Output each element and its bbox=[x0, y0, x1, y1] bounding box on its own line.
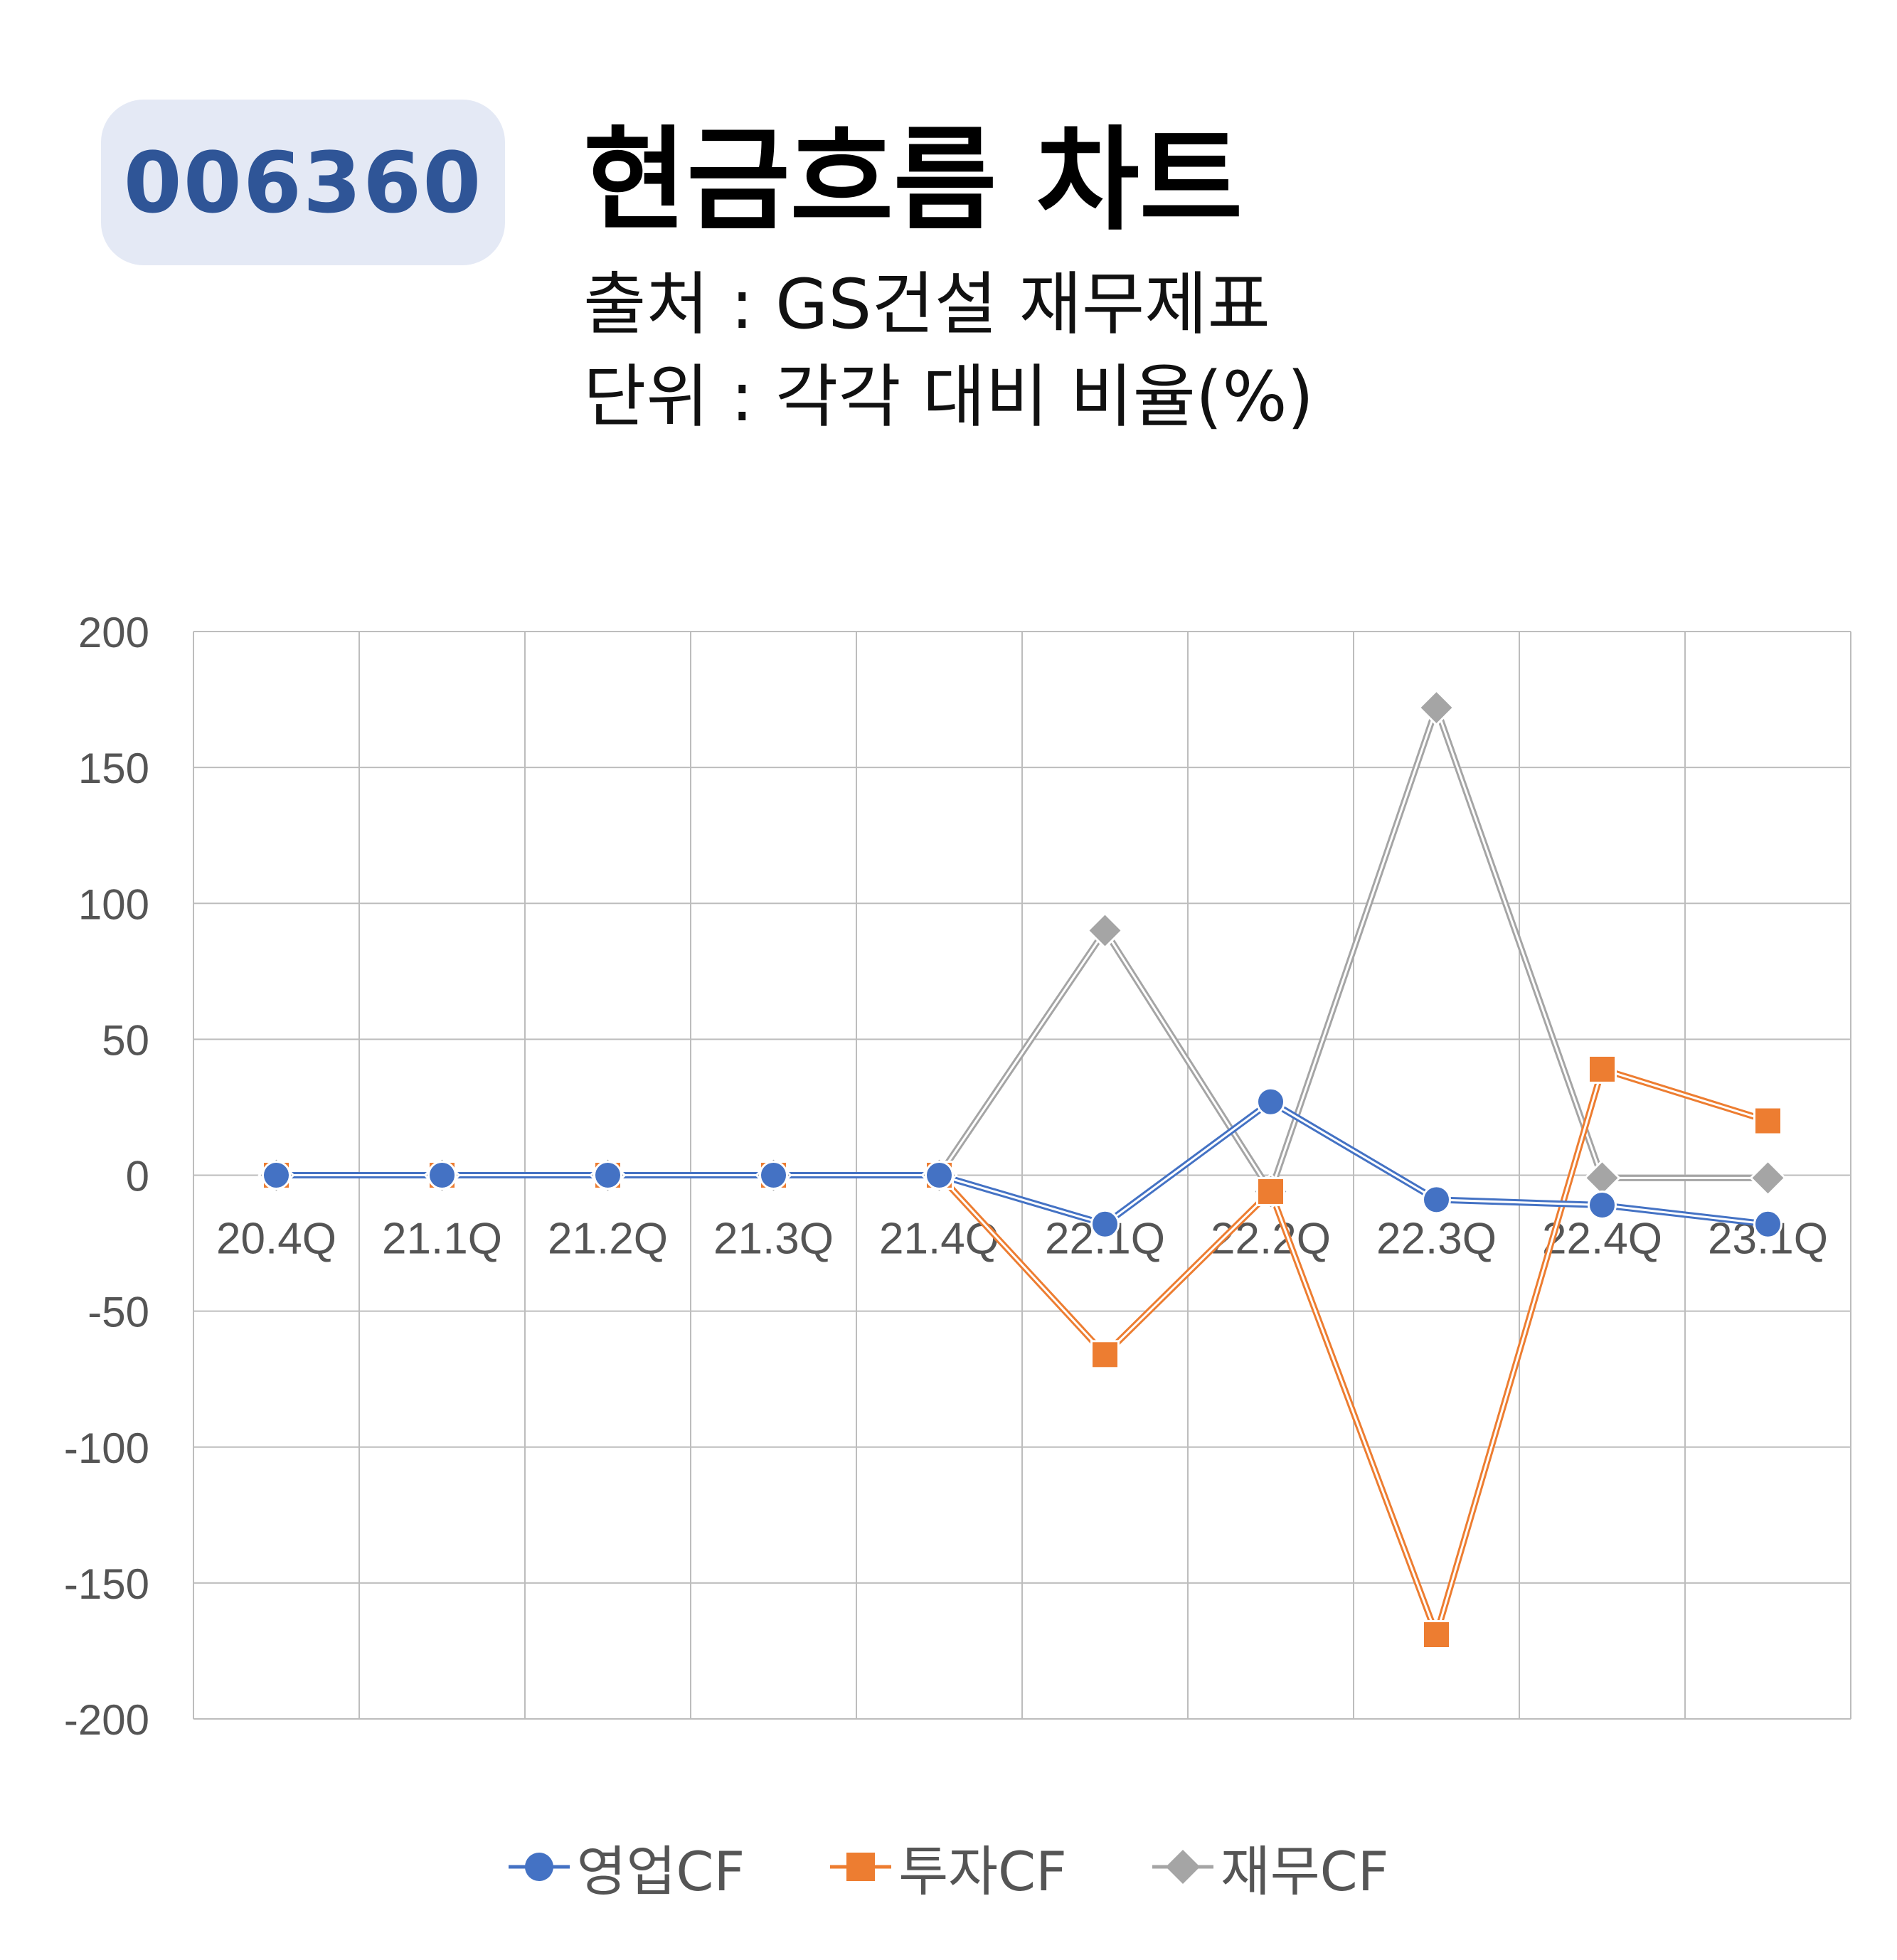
series bbox=[257, 688, 1787, 1650]
y-tick-label: 150 bbox=[78, 745, 149, 792]
x-axis-ticks: 20.4Q 21.1Q 21.2Q 21.3Q 21.4Q 22.1Q 22.2Q 22.3Q… bbox=[216, 1215, 1828, 1264]
unit-line: 단위 : 각각 대비 비율(%) bbox=[583, 357, 1314, 437]
data-point-square bbox=[1753, 1106, 1782, 1136]
series-line-highlight bbox=[276, 1100, 1768, 1225]
y-tick-label: 100 bbox=[78, 880, 149, 928]
x-tick-label: 20.4Q bbox=[216, 1215, 336, 1264]
legend-item: 영업CF bbox=[508, 1828, 745, 1906]
x-tick-label: 22.3Q bbox=[1376, 1215, 1497, 1264]
source-line: 출처 : GS건설 재무제표 bbox=[583, 265, 1270, 344]
data-point-square bbox=[1588, 1054, 1617, 1084]
data-point-diamond bbox=[1583, 1159, 1621, 1197]
y-tick-label: -200 bbox=[64, 1696, 149, 1744]
y-tick-label: -150 bbox=[64, 1560, 149, 1608]
data-point-circle bbox=[262, 1161, 291, 1190]
stock-code: 006360 bbox=[123, 133, 483, 232]
x-tick-label: 21.3Q bbox=[713, 1215, 834, 1264]
y-tick-label: -100 bbox=[64, 1424, 149, 1472]
data-point-square bbox=[1256, 1176, 1285, 1206]
legend-item: 투자CF bbox=[830, 1828, 1067, 1906]
data-point-diamond bbox=[1749, 1159, 1787, 1197]
data-point-circle bbox=[427, 1161, 457, 1190]
y-axis-ticks: 200 150 100 50 0 -50 -100 -150 -200 bbox=[64, 609, 149, 1744]
legend-label: 투자CF bbox=[898, 1840, 1067, 1903]
data-point-circle bbox=[759, 1161, 788, 1190]
stock-code-badge: 006360 bbox=[101, 100, 505, 265]
x-tick-label: 22.4Q bbox=[1542, 1215, 1662, 1264]
y-tick-label: 50 bbox=[102, 1016, 149, 1064]
legend-label: 영업CF bbox=[576, 1840, 745, 1903]
x-tick-label: 21.2Q bbox=[548, 1215, 668, 1264]
data-point-circle bbox=[593, 1161, 622, 1190]
data-point-circle bbox=[925, 1161, 954, 1190]
square-legend-icon bbox=[830, 1853, 892, 1881]
data-point-circle bbox=[1588, 1191, 1617, 1220]
y-tick-label: 0 bbox=[126, 1153, 149, 1200]
legend: 영업CF 투자CF 재무CF bbox=[0, 1828, 1897, 1906]
cashflow-line-chart: 200 150 100 50 0 -50 -100 -150 -200 20.4Q 21.1Q 21… bbox=[64, 609, 1851, 1744]
data-point-circle bbox=[1422, 1185, 1451, 1215]
legend-label: 재무CF bbox=[1220, 1840, 1389, 1903]
data-point-square bbox=[1422, 1620, 1451, 1650]
circle-legend-icon bbox=[508, 1853, 570, 1881]
y-tick-label: 200 bbox=[78, 609, 149, 656]
data-point-circle bbox=[1090, 1209, 1120, 1239]
data-point-square bbox=[1090, 1340, 1120, 1370]
data-point-diamond bbox=[1086, 912, 1124, 949]
y-tick-label: -50 bbox=[87, 1289, 149, 1336]
data-point-diamond bbox=[1418, 688, 1455, 727]
chart-title: 현금흐름 차트 bbox=[583, 115, 1243, 246]
x-tick-label: 21.1Q bbox=[382, 1215, 502, 1264]
data-point-circle bbox=[1256, 1087, 1285, 1117]
data-point-circle bbox=[1753, 1209, 1782, 1239]
diamond-legend-icon bbox=[1152, 1850, 1213, 1884]
legend-item: 재무CF bbox=[1152, 1828, 1389, 1906]
x-tick-label: 22.2Q bbox=[1211, 1215, 1331, 1264]
